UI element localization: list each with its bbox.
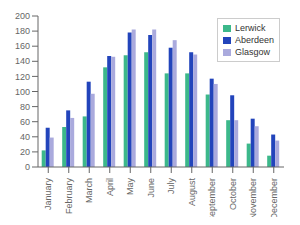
svg-text:200: 200: [15, 11, 30, 21]
html-text:Glasgow: Glasgow: [235, 47, 270, 57]
svg-text:June: June: [146, 178, 156, 198]
html-text:Lerwick: Lerwick: [235, 23, 266, 33]
svg-text:0: 0: [25, 162, 30, 172]
svg-text:100: 100: [15, 87, 30, 97]
svg-text:January: January: [43, 178, 53, 211]
svg-text:December: December: [269, 178, 279, 217]
svg-text:August: August: [187, 178, 197, 207]
svg-text:160: 160: [15, 41, 30, 51]
svg-text:60: 60: [20, 117, 30, 127]
svg-text:140: 140: [15, 56, 30, 66]
svg-text:September: September: [207, 178, 217, 217]
svg-text:40: 40: [20, 132, 30, 142]
svg-text:April: April: [105, 178, 115, 196]
svg-text:120: 120: [15, 72, 30, 82]
svg-text:May: May: [125, 178, 135, 196]
svg-text:July: July: [166, 178, 176, 195]
svg-text:February: February: [64, 178, 74, 215]
svg-text:November: November: [248, 178, 258, 217]
svg-text:20: 20: [20, 147, 30, 157]
svg-text:180: 180: [15, 26, 30, 36]
svg-text:March: March: [84, 178, 94, 203]
svg-text:80: 80: [20, 102, 30, 112]
svg-text:October: October: [228, 178, 238, 210]
html-text:Aberdeen: Aberdeen: [235, 35, 274, 45]
